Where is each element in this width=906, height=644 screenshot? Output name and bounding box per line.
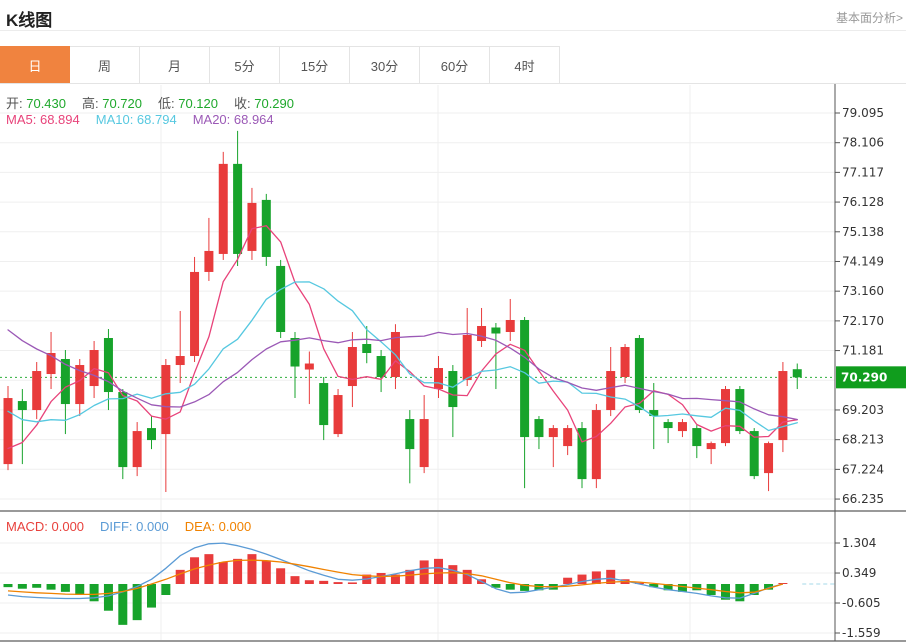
macd-tick-label: -0.605 [842, 596, 881, 610]
legend-item-open: 开: 70.430 [6, 96, 66, 111]
tab-30min[interactable]: 30分 [350, 46, 420, 83]
price-tick-label: 73.160 [842, 284, 884, 298]
ma20-line [7, 329, 798, 421]
legend-item-ma20: MA20: 68.964 [192, 112, 274, 127]
tab-5min[interactable]: 5分 [210, 46, 280, 83]
kline-chart[interactable]: 79.095 78.106 77.117 76.128 75.138 74.149 73.1… [0, 84, 906, 644]
price-tick-label: 75.138 [842, 225, 884, 239]
price-tick-label: 66.235 [842, 492, 884, 506]
diff-line [7, 542, 784, 600]
ohlc-legend: 开: 70.430 高: 70.720 低: 70.120 收: 70.290 [6, 93, 294, 112]
page-title: K线图 [6, 11, 53, 30]
price-tick-label: 71.181 [842, 344, 884, 358]
tab-4hour[interactable]: 4时 [490, 46, 560, 83]
tab-month[interactable]: 月 [140, 46, 210, 83]
candles [3, 130, 802, 493]
price-tick-label: 78.106 [842, 136, 884, 150]
legend-item-ma10: MA10: 68.794 [95, 112, 177, 127]
macd-tick-label: -1.559 [842, 626, 881, 640]
legend-item-diff: DIFF: 0.000 [100, 519, 169, 534]
ma-legend: MA5: 68.894 MA10: 68.794 MA20: 68.964 [6, 112, 274, 127]
tab-day[interactable]: 日 [0, 46, 70, 83]
kline-chart-area: 开: 70.430 高: 70.720 低: 70.120 收: 70.290 MA5… [0, 84, 906, 644]
price-tick-label: 76.128 [842, 195, 884, 209]
current-price-badge-label: 70.290 [841, 370, 887, 384]
page-header: K线图 基本面分析> [0, 0, 906, 31]
price-tick-label: 74.149 [842, 254, 884, 268]
current-price-badge [836, 366, 906, 389]
legend-item-ma5: MA5: 68.894 [6, 112, 80, 127]
legend-item-high: 高: 70.720 [82, 96, 142, 111]
ma10-line [7, 281, 798, 432]
tab-week[interactable]: 周 [70, 46, 140, 83]
dea-line [7, 559, 784, 596]
legend-item-macd: MACD: 0.000 [6, 519, 85, 534]
tab-15min[interactable]: 15分 [280, 46, 350, 83]
macd-tick-label: 1.304 [842, 536, 876, 550]
price-tick-label: 79.095 [842, 106, 884, 120]
price-tick-label: 72.170 [842, 314, 884, 328]
legend-item-close: 收: 70.290 [234, 96, 294, 111]
legend-item-dea: DEA: 0.000 [184, 519, 252, 534]
price-tick-label: 68.213 [842, 433, 884, 447]
timeframe-tabs: 日周月 5分 15分 30分 60分 4时 [0, 46, 906, 84]
macd-legend: MACD: 0.000 DIFF: 0.000 DEA: 0.000 [6, 519, 251, 534]
price-tick-label: 67.224 [842, 462, 884, 476]
price-tick-label: 69.203 [842, 403, 884, 417]
tab-60min[interactable]: 60分 [420, 46, 490, 83]
price-tick-label: 77.117 [842, 165, 884, 179]
legend-item-low: 低: 70.120 [158, 96, 218, 111]
macd-tick-label: 0.349 [842, 566, 876, 580]
fundamental-analysis-link[interactable]: 基本面分析> [835, 11, 903, 25]
